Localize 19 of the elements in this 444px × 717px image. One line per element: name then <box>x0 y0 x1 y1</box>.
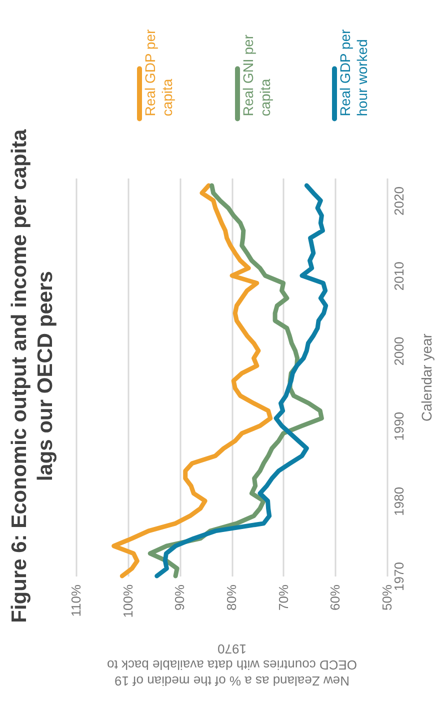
y-tick-label: 2010 <box>392 262 406 291</box>
text: Figure 6: Economic output and income per capita lags our OECD peers <box>8 129 57 623</box>
y-tick-label: 2000 <box>392 336 406 366</box>
x-axis-title: New Zealand as a % of the median of 19 OECD countries with data available back to 1970 <box>106 642 358 689</box>
x-tick-label: 100% <box>120 584 136 618</box>
y-tick-label: 1970 <box>392 562 406 591</box>
y-axis-title: Calendar year <box>418 333 434 422</box>
text: Real GNI per capita <box>240 34 273 116</box>
x-tick-label: 70% <box>276 584 291 611</box>
y-tick-label: 1990 <box>392 412 406 441</box>
text: Real GDP per capita <box>142 29 175 116</box>
x-tick-label: 60% <box>328 584 343 611</box>
text: Real GDP per hour worked <box>337 29 370 116</box>
x-tick-label: 90% <box>172 584 188 611</box>
x-tick-label: 110% <box>68 584 84 617</box>
y-tick-label: 2020 <box>392 186 406 216</box>
y-tick-label: 1980 <box>392 486 406 516</box>
x-tick-label: 80% <box>224 584 239 611</box>
x-tick-label: 50% <box>380 584 394 611</box>
